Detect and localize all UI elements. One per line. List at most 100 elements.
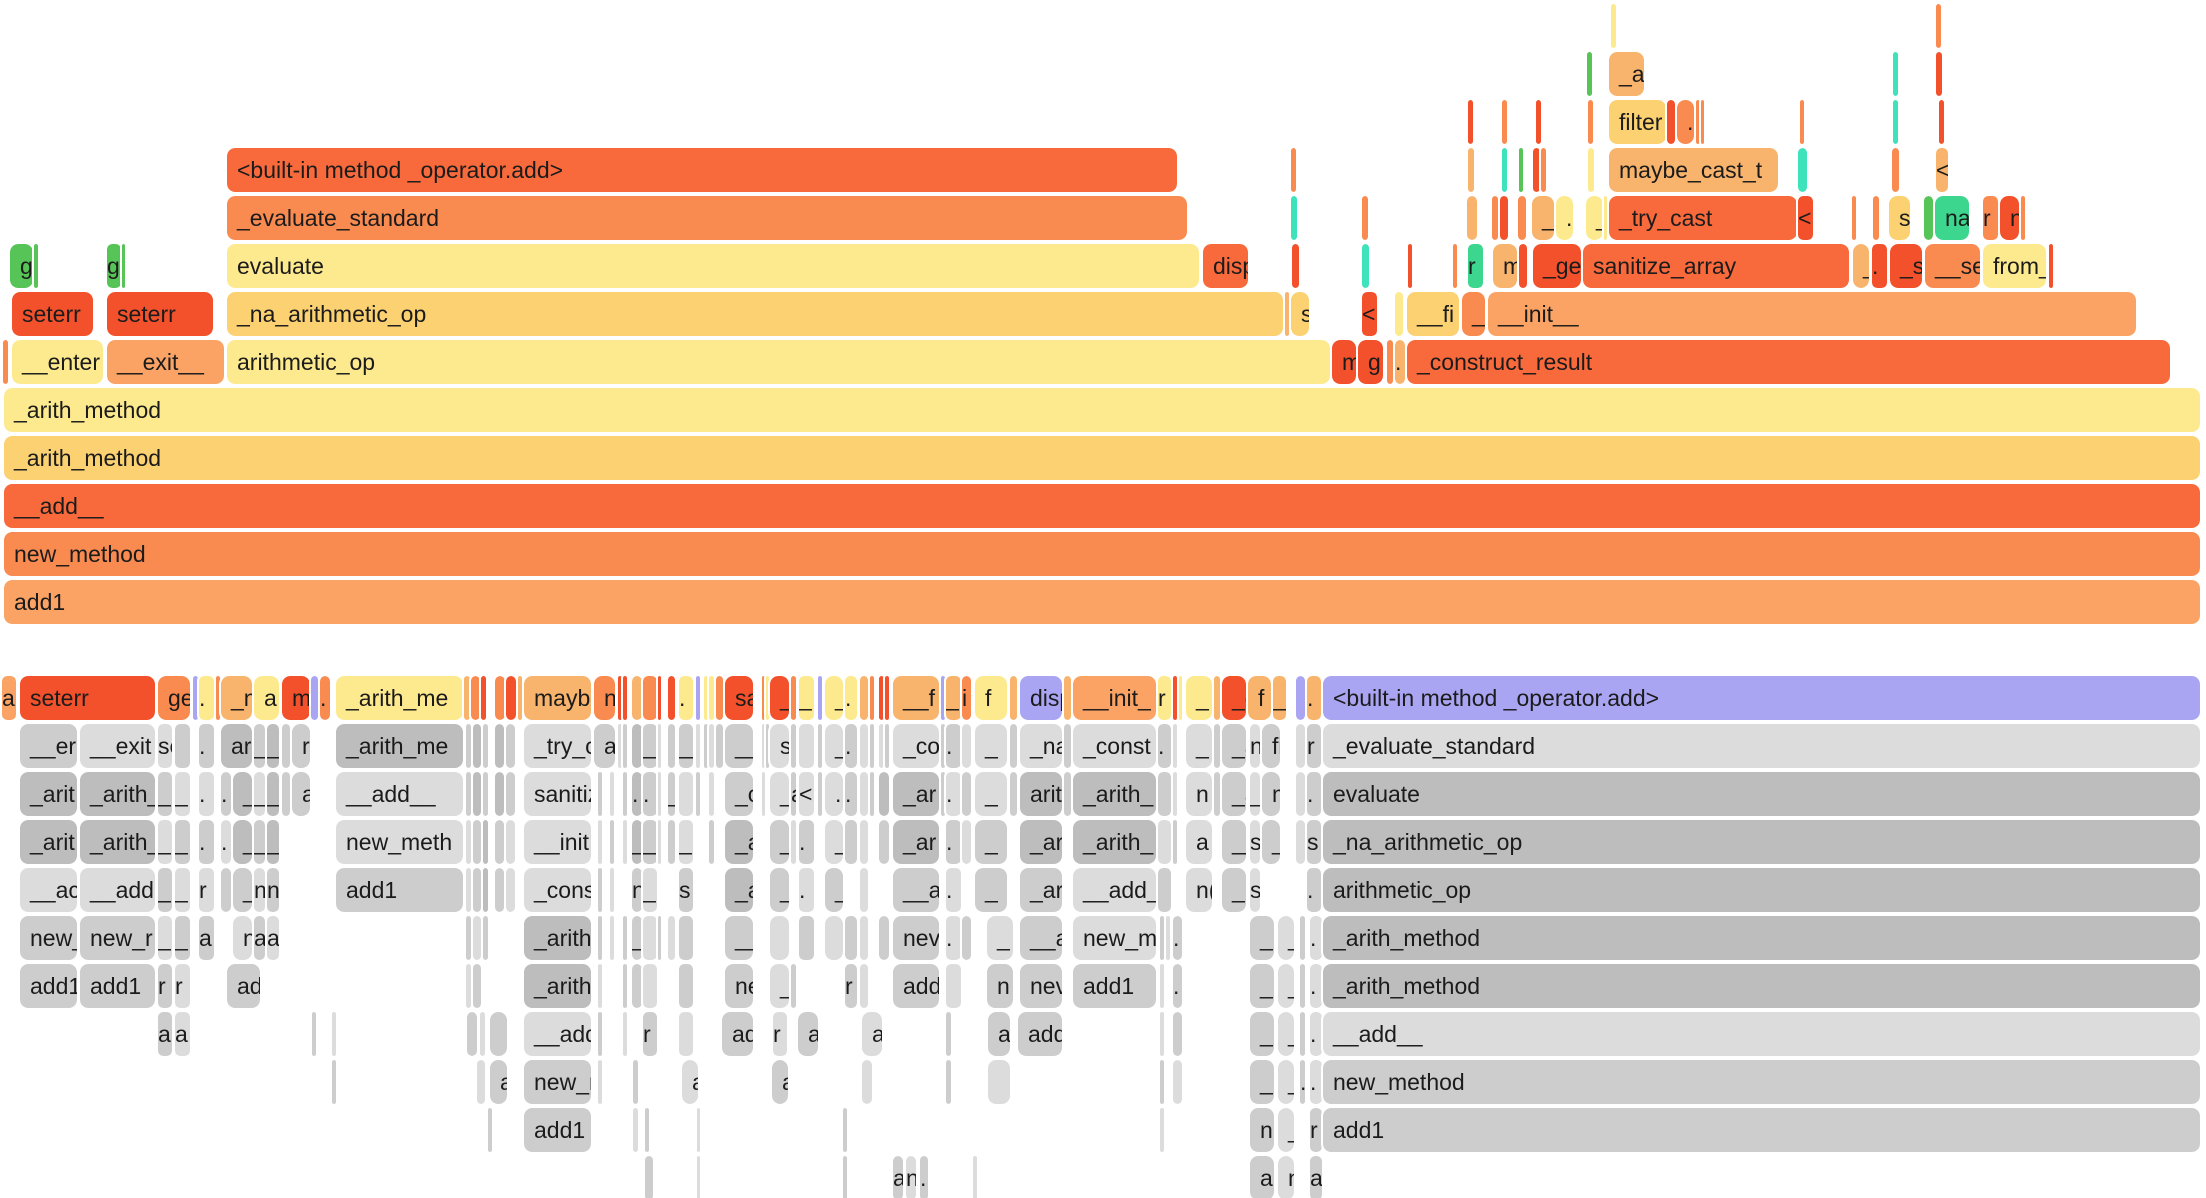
flame-frame[interactable] <box>823 914 845 962</box>
flame-frame[interactable] <box>471 818 483 866</box>
flame-frame-.[interactable]: . <box>1308 962 1324 1010</box>
flame-frame[interactable] <box>471 914 483 962</box>
flame-frame-.[interactable]: . <box>1171 962 1184 1010</box>
flame-frame[interactable] <box>1158 1106 1166 1154</box>
flame-frame-arith_method[interactable]: _arith_method <box>2 386 2202 434</box>
flame-frame[interactable] <box>707 674 716 722</box>
flame-frame[interactable] <box>641 914 659 962</box>
flame-frame-new_method[interactable]: new_method <box>2 530 2202 578</box>
flame-frame-new_method[interactable]: new_method <box>1321 1058 2202 1106</box>
flame-frame-g[interactable]: g <box>105 242 123 290</box>
flame-frame-exit[interactable]: __exit__ <box>105 338 226 386</box>
flame-frame[interactable] <box>1164 914 1172 962</box>
flame-frame-new_m[interactable]: new_m <box>1071 914 1158 962</box>
flame-frame-n[interactable]: n( <box>630 866 644 914</box>
flame-frame[interactable] <box>621 674 629 722</box>
flame-frame[interactable] <box>1298 1010 1307 1058</box>
flame-frame-arith[interactable]: _arith_ <box>1071 818 1158 866</box>
flame-frame[interactable] <box>309 674 320 722</box>
flame-frame[interactable] <box>621 770 629 818</box>
flame-frame[interactable] <box>858 914 870 962</box>
flame-frame-.[interactable]: . <box>677 674 695 722</box>
flame-frame[interactable] <box>677 1010 695 1058</box>
flame-frame-disp[interactable]: disp <box>1201 242 1250 290</box>
flame-frame-r[interactable]: r <box>1156 674 1173 722</box>
flame-frame-n[interactable]: n <box>592 674 617 722</box>
flame-frame[interactable] <box>616 722 624 770</box>
flame-frame-.[interactable]: . <box>843 770 859 818</box>
flame-frame[interactable] <box>1385 338 1395 386</box>
flame-frame[interactable]: < <box>1360 290 1379 338</box>
flame-frame[interactable] <box>630 962 644 1010</box>
flame-frame[interactable] <box>516 674 524 722</box>
flame-frame[interactable] <box>1890 146 1901 194</box>
flame-frame[interactable] <box>1798 98 1806 146</box>
flame-frame[interactable] <box>789 962 798 1010</box>
flame-frame[interactable]: _ <box>156 914 174 962</box>
flame-frame[interactable] <box>944 1058 953 1106</box>
flame-frame[interactable] <box>596 1010 604 1058</box>
flame-frame-a[interactable]: _a <box>630 818 644 866</box>
flame-frame[interactable] <box>1171 818 1179 866</box>
flame-frame-arith[interactable]: _arith <box>522 914 593 962</box>
flame-frame-na_arithmetic_op[interactable]: _na_arithmetic_op <box>1321 818 2202 866</box>
flame-frame-.[interactable]: . <box>1554 194 1575 242</box>
flame-frame-ge[interactable]: ge <box>156 674 192 722</box>
flame-frame[interactable] <box>493 674 507 722</box>
flame-frame[interactable] <box>1062 770 1073 818</box>
flame-frame[interactable] <box>462 674 472 722</box>
flame-frame[interactable] <box>1602 194 1609 242</box>
flame-frame-init[interactable]: __init <box>522 818 593 866</box>
flame-frame[interactable] <box>641 962 659 1010</box>
flame-frame-.[interactable]: . <box>944 770 963 818</box>
flame-frame[interactable] <box>120 242 127 290</box>
flame-frame[interactable]: _ <box>823 818 845 866</box>
flame-frame[interactable] <box>464 818 473 866</box>
flame-frame-m[interactable]: m <box>1260 770 1282 818</box>
flame-frame-a[interactable]: __a <box>891 866 941 914</box>
flame-frame-arith_me[interactable]: _arith_me <box>334 722 465 770</box>
flame-frame-a[interactable]: _a <box>1607 50 1646 98</box>
flame-frame-na[interactable]: na <box>1933 194 1971 242</box>
flame-frame[interactable] <box>214 674 222 722</box>
flame-frame[interactable] <box>860 1058 874 1106</box>
flame-frame[interactable] <box>1586 98 1595 146</box>
flame-frame[interactable] <box>1891 98 1900 146</box>
flame-frame[interactable] <box>1171 770 1179 818</box>
flame-frame-.[interactable]: . <box>1298 1058 1307 1106</box>
flame-frame[interactable] <box>479 674 488 722</box>
flame-frame[interactable]: _ <box>156 818 174 866</box>
flame-frame-m.[interactable]: m. <box>1491 242 1519 290</box>
flame-frame[interactable] <box>656 674 663 722</box>
flame-frame[interactable] <box>596 1058 604 1106</box>
flame-frame-a[interactable]: a( <box>265 914 281 962</box>
flame-frame-.[interactable]: . <box>197 818 216 866</box>
flame-frame-s[interactable]: _s <box>1888 242 1924 290</box>
flame-frame[interactable] <box>1294 818 1307 866</box>
flame-frame-arith[interactable]: _arith_ <box>78 818 157 866</box>
flame-frame[interactable] <box>789 818 798 866</box>
flame-frame-r[interactable]: r <box>173 962 192 1010</box>
flame-frame[interactable]: _ <box>641 722 659 770</box>
flame-frame[interactable] <box>621 722 629 770</box>
flame-frame-arit[interactable]: arit <box>1018 770 1064 818</box>
flame-frame[interactable] <box>481 818 490 866</box>
flame-frame-add1[interactable]: add1 <box>2 578 2202 626</box>
flame-frame[interactable]: < <box>797 770 816 818</box>
flame-frame-a[interactable]: a <box>789 770 798 818</box>
flame-frame-builtinmethod_operator.add[interactable]: <built-in method _operator.add> <box>225 146 1179 194</box>
flame-frame-add[interactable]: __add__ <box>334 770 465 818</box>
flame-frame-a[interactable]: a <box>592 722 617 770</box>
flame-frame[interactable] <box>1294 674 1307 722</box>
flame-frame-add[interactable]: __add <box>78 866 157 914</box>
flame-frame[interactable]: _ <box>973 770 1009 818</box>
flame-frame[interactable] <box>1290 242 1301 290</box>
flame-frame-.[interactable]: . <box>1870 242 1889 290</box>
flame-frame-builtinmethod_operator.add[interactable]: <built-in method _operator.add> <box>1321 674 2202 722</box>
flame-frame[interactable]: _ <box>823 674 845 722</box>
flame-frame-a[interactable]: a <box>1248 1154 1276 1198</box>
flame-frame[interactable] <box>475 1058 487 1106</box>
flame-frame-n[interactable]: n <box>1248 722 1262 770</box>
flame-frame[interactable] <box>1498 194 1510 242</box>
flame-frame[interactable] <box>1158 1058 1166 1106</box>
